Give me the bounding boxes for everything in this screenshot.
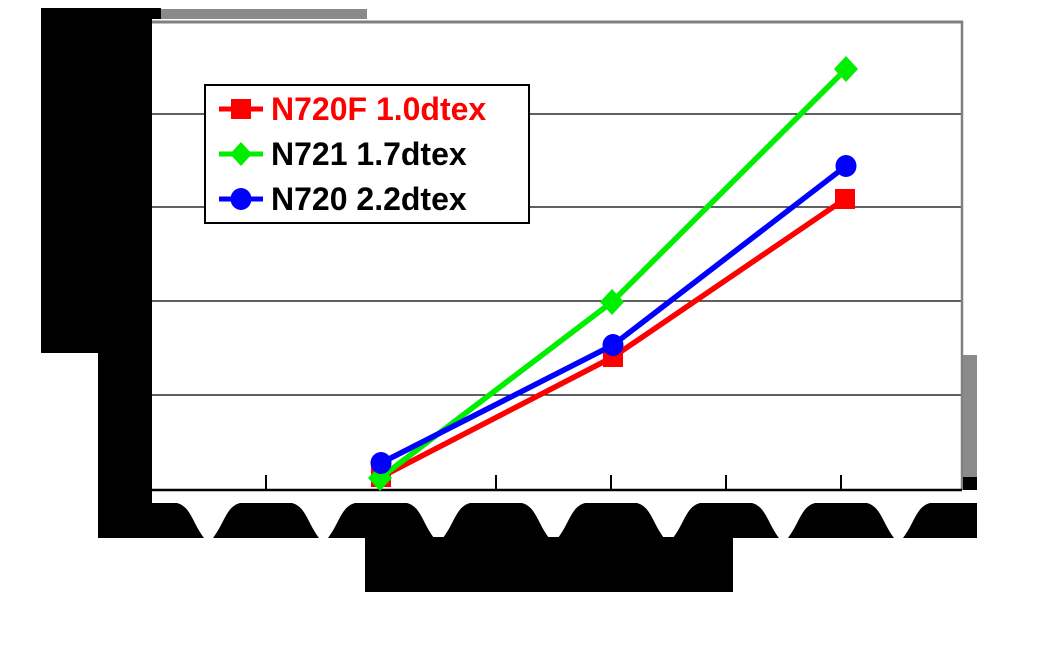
x-axis-title-redaction [365, 537, 733, 592]
top-gray-bar [161, 9, 367, 19]
marker-circle [835, 155, 857, 177]
y-axis-title-redaction [41, 8, 152, 353]
marker-circle [602, 334, 624, 356]
diamond-marker-icon [219, 142, 263, 166]
tick-label-redaction [788, 503, 894, 538]
marker-diamond [600, 289, 624, 315]
y-axis-title-redaction-tab [150, 8, 161, 19]
tick-label-redaction [213, 503, 319, 538]
tick-label-redaction [673, 503, 779, 538]
tick-label-redaction [328, 503, 434, 538]
axis-end-redaction [963, 477, 977, 490]
marker-circle [370, 452, 392, 474]
tick-label-redactions [138, 503, 977, 538]
right-gray-bar [963, 355, 977, 477]
tick-label-redaction [558, 503, 664, 538]
square-marker-icon [219, 99, 263, 119]
legend-item-n720f: N720F 1.0dtex [218, 87, 528, 132]
legend-item-n721: N721 1.7dtex [218, 132, 528, 177]
legend-item-n720: N720 2.2dtex [218, 177, 528, 222]
circle-marker-icon [219, 188, 263, 210]
legend-box: N720F 1.0dtex N721 1.7dtex N720 2.2dtex [204, 84, 530, 224]
legend-label: N720F 1.0dtex [271, 91, 487, 127]
legend-label: N720 2.2dtex [271, 181, 467, 217]
tick-label-redaction [903, 503, 977, 538]
tick-label-redaction [138, 503, 204, 538]
tick-label-redaction [443, 503, 549, 538]
legend-label: N721 1.7dtex [271, 136, 467, 172]
marker-diamond [834, 56, 858, 82]
marker-square [835, 189, 855, 209]
